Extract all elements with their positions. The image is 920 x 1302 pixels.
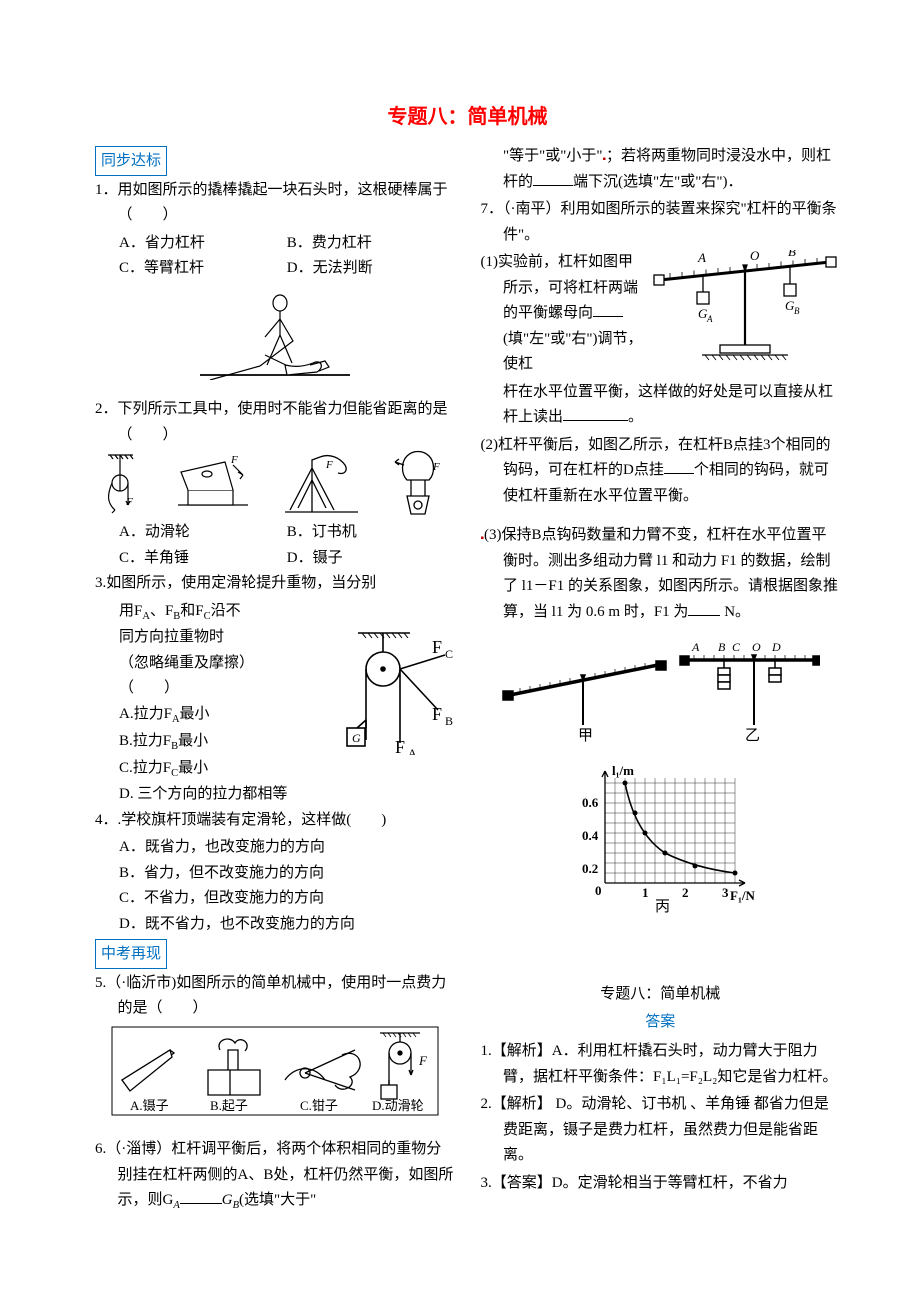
svg-text:B: B <box>788 250 796 259</box>
answers-title: 专题八：简单机械 <box>481 982 841 1008</box>
q3-stem: 3.如图所示，使用定滑轮提升重物，当分别 <box>95 571 455 597</box>
q7-p2: (2)杠杆平衡后，如图乙所示，在杠杆B点挂3个相同的钩码，可在杠杆的D点挂个相同… <box>481 433 841 510</box>
q1-optA: A．省力杠杆 <box>119 231 287 257</box>
svg-text:O: O <box>752 640 761 654</box>
q7-figure-yi-combined: 甲 <box>500 635 820 745</box>
svg-text:甲: 甲 <box>578 728 593 744</box>
svg-text:C.钳子: C.钳子 <box>300 1098 338 1113</box>
q3-optD: D. 三个方向的拉力都相等 <box>95 782 455 808</box>
sync-section-label: 同步达标 <box>95 146 167 176</box>
svg-text:0.4: 0.4 <box>582 828 599 843</box>
svg-text:B.起子: B.起子 <box>210 1098 248 1113</box>
exam-section-label: 中考再现 <box>95 939 167 969</box>
q6-cont: "等于"或"小于"▪；若将两重物同时浸没水中，则杠杆的端下沉(选填"左"或"右"… <box>481 144 841 195</box>
svg-text:A: A <box>697 250 706 265</box>
answers-header: 答案 <box>481 1010 841 1036</box>
svg-text:A.镊子: A.镊子 <box>130 1098 169 1113</box>
q4-stem: 4．.学校旗杆顶端装有定滑轮，这样做( ) <box>95 808 455 834</box>
q7-p1b: 杆在水平位置平衡，这样做的好处是可以直接从杠杆上读出。 <box>481 380 841 431</box>
svg-text:O: O <box>750 250 760 263</box>
svg-text:1: 1 <box>642 885 649 900</box>
answer-1: 1.【解析】A．利用杠杆撬石头时，动力臂大于阻力臂，据杠杆平衡条件：F₁L₁=F… <box>481 1039 841 1090</box>
q2-figA: F <box>103 450 145 520</box>
svg-text:0: 0 <box>595 883 602 898</box>
q7-graph-bing: 0.6 0.4 0.2 0 1 2 3 l₁/m F₁/N 丙 <box>560 763 760 913</box>
q4-optB: B．省力，但不改变施力的方向 <box>95 861 455 887</box>
svg-text:乙: 乙 <box>745 728 760 744</box>
q2-optD: D．镊子 <box>287 546 455 572</box>
q5-figure: F A.镊子 B.起子 C.钳子 D.动滑轮 <box>110 1025 440 1120</box>
answer-3: 3.【答案】D。定滑轮相当于等臂杠杆，不省力 <box>481 1171 841 1197</box>
q1-optD: D．无法判断 <box>287 256 455 282</box>
svg-text:B: B <box>445 714 453 728</box>
q1-optC: C．等臂杠杆 <box>119 256 287 282</box>
q1-optB: B．费力杠杆 <box>287 231 455 257</box>
svg-text:F: F <box>432 461 440 473</box>
q4-optA: A．既省力，也改变施力的方向 <box>95 835 455 861</box>
page-title: 专题八：简单机械 <box>95 100 840 134</box>
q7-p3: ▪(3)保持B点钩码数量和力臂不变，杠杆在水平位置平衡时。测出多组动力臂 l1 … <box>481 523 841 625</box>
q2-stem: 2．下列所示工具中，使用时不能省力但能省距离的是（ ） <box>95 397 455 448</box>
svg-text:D: D <box>771 640 781 654</box>
q6-stem: 6.（·淄博）杠杆调平衡后，将两个体积相同的重物分别挂在杠杆两侧的A、B处，杠杆… <box>95 1137 455 1215</box>
svg-text:B: B <box>794 306 800 316</box>
q7-stem: 7．（·南平）利用如图所示的装置来探究"杠杆的平衡条件"。 <box>481 197 841 248</box>
q2-figD: F <box>389 450 447 520</box>
svg-text:F: F <box>325 459 333 471</box>
svg-text:3: 3 <box>722 885 729 900</box>
svg-text:F: F <box>395 737 405 755</box>
q3-stem-line1: 用FA、FB和FC沿不 <box>95 599 455 626</box>
q7-figure-jia: A O B GA GB <box>650 250 840 365</box>
svg-text:丙: 丙 <box>655 899 670 913</box>
svg-text:F: F <box>432 704 442 724</box>
q3-optC: C.拉力FC最小 <box>95 756 455 783</box>
q1-stem: 1．用如图所示的撬棒撬起一块石头时，这根硬棒属于（ ） <box>95 178 455 229</box>
svg-text:F₁/N: F₁/N <box>730 888 755 903</box>
svg-text:F: F <box>230 454 238 466</box>
answer-2: 2.【解析】 D。动滑轮、订书机 、羊角锤 都省力但是费距离，镊子是费力杠杆，虽… <box>481 1092 841 1169</box>
svg-text:A: A <box>408 746 417 755</box>
q2-optC: C．羊角锤 <box>119 546 287 572</box>
q2-optA: A．动滑轮 <box>119 520 287 546</box>
svg-text:C: C <box>445 647 453 661</box>
q4-optC: C．不省力，但改变施力的方向 <box>95 886 455 912</box>
svg-text:A: A <box>691 640 700 654</box>
q2-optB: B．订书机 <box>287 520 455 546</box>
svg-text:l₁/m: l₁/m <box>612 763 634 778</box>
q2-figB: F <box>173 450 251 510</box>
svg-text:B: B <box>718 640 726 654</box>
svg-text:0.6: 0.6 <box>582 795 599 810</box>
svg-text:2: 2 <box>682 885 689 900</box>
q3-figure: G FC FB FA <box>320 625 455 755</box>
q4-optD: D．既不省力，也不改变施力的方向 <box>95 912 455 938</box>
svg-text:C: C <box>732 640 741 654</box>
svg-text:0.2: 0.2 <box>582 861 598 876</box>
q5-stem: 5.（·临沂市)如图所示的简单机械中，使用时一点费力的是（ ） <box>95 971 455 1022</box>
svg-text:A: A <box>706 314 713 324</box>
svg-text:F: F <box>432 637 442 657</box>
svg-text:G: G <box>352 731 361 745</box>
svg-text:F: F <box>418 1053 428 1068</box>
q2-figC: F <box>280 450 360 518</box>
svg-text:D.动滑轮: D.动滑轮 <box>372 1098 424 1113</box>
q1-figure <box>200 285 350 380</box>
